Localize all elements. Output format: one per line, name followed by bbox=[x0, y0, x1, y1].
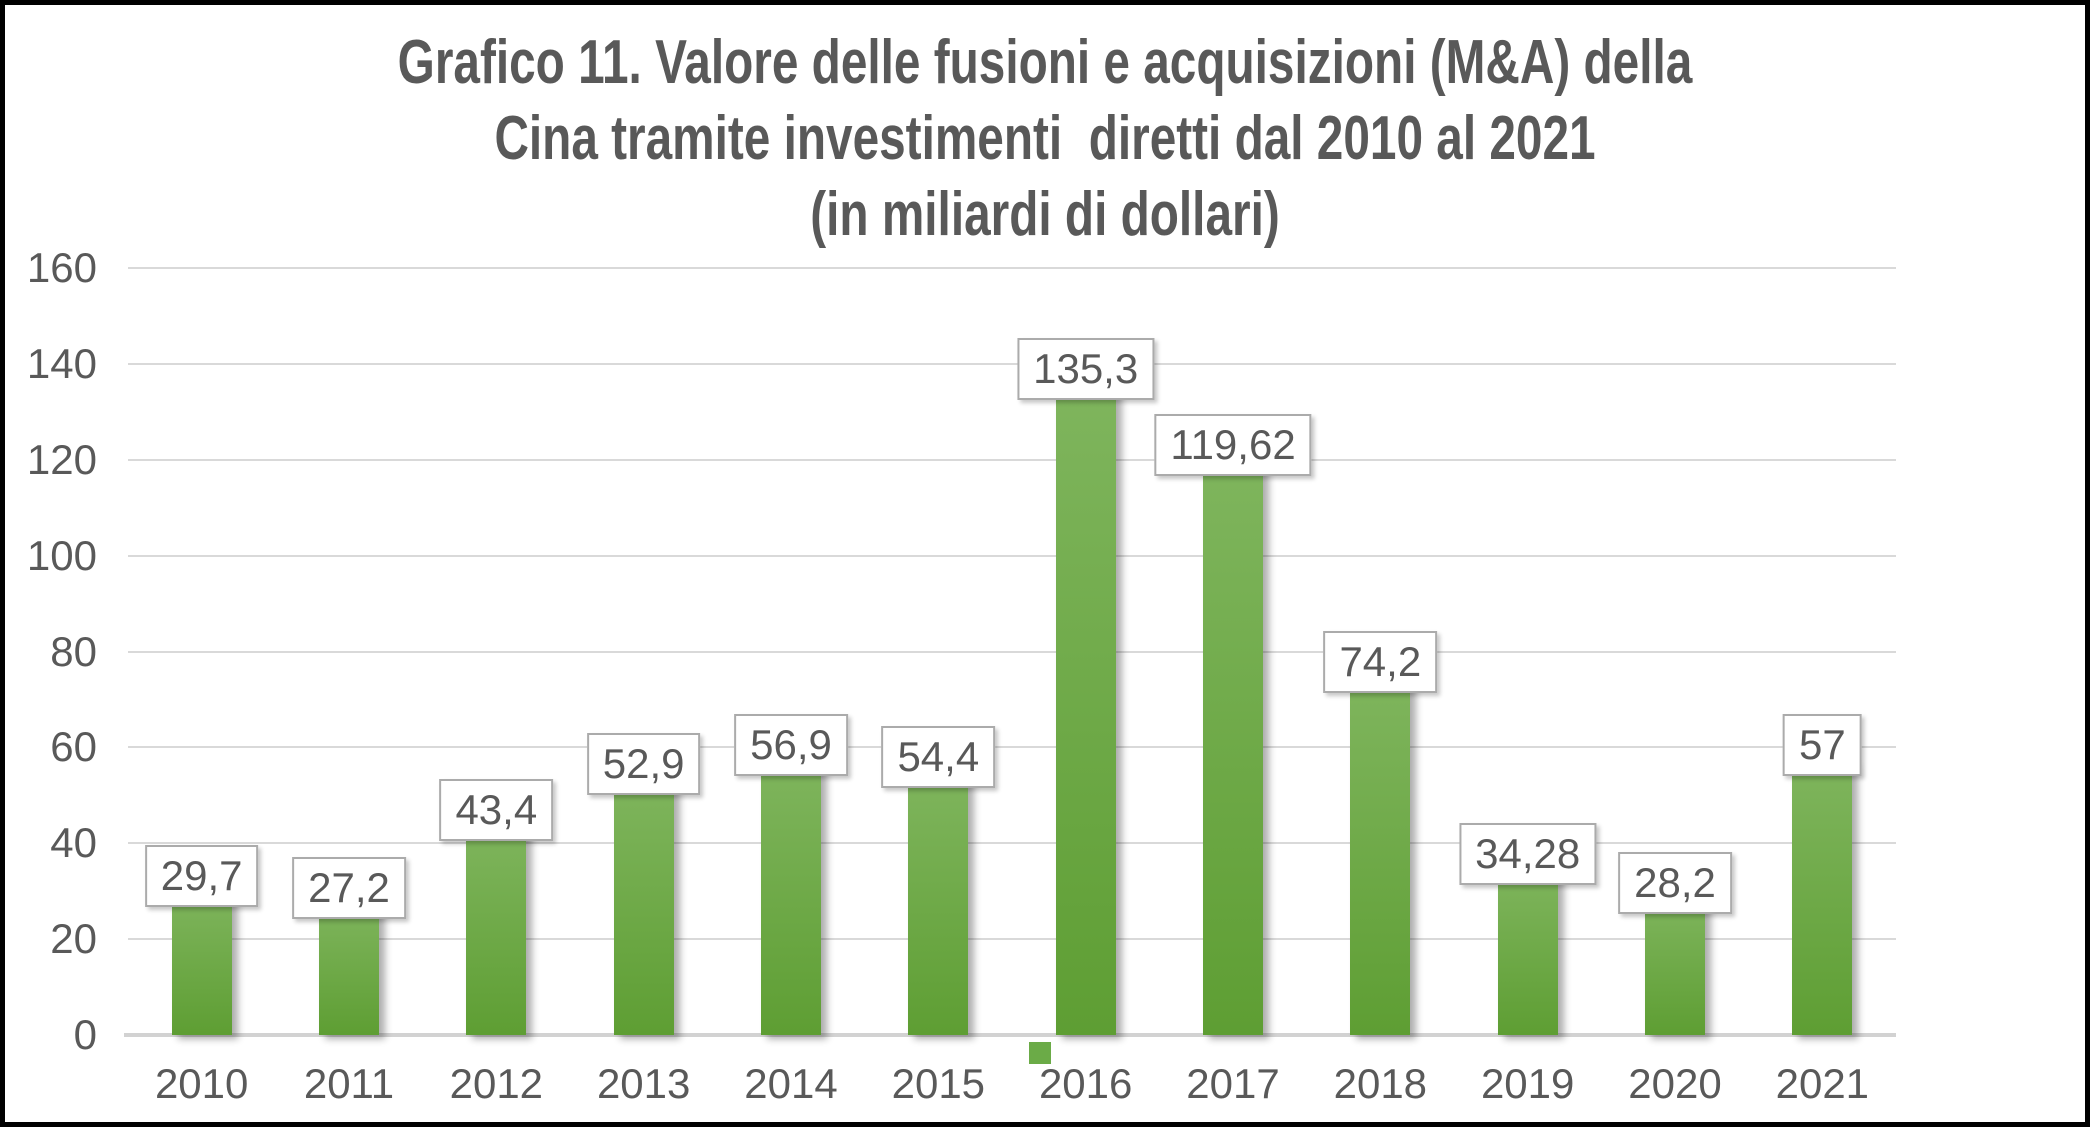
x-axis-label-2015: 2015 bbox=[891, 1060, 986, 1107]
x-axis-label-2021: 2021 bbox=[1775, 1060, 1870, 1107]
gridline-y-100 bbox=[128, 554, 1896, 557]
gridline-y-60 bbox=[128, 746, 1896, 749]
bar-value-label-2013: 52,9 bbox=[586, 733, 701, 796]
y-axis-label-0: 0 bbox=[73, 1011, 97, 1058]
bar-value-label-2021: 57 bbox=[1782, 713, 1862, 776]
x-axis-line bbox=[124, 1033, 1896, 1037]
y-axis-label-20: 20 bbox=[50, 915, 97, 963]
x-axis-label-2012: 2012 bbox=[449, 1060, 544, 1107]
x-axis-label-2019: 2019 bbox=[1480, 1060, 1575, 1107]
x-axis-label-2013: 2013 bbox=[596, 1060, 691, 1107]
x-axis-label-2017: 2017 bbox=[1186, 1060, 1280, 1107]
bar-2016 bbox=[1055, 386, 1116, 1035]
bar-value-label-2017: 119,62 bbox=[1154, 413, 1312, 476]
bar-2013 bbox=[613, 781, 674, 1035]
bar-2021 bbox=[1792, 761, 1853, 1035]
x-axis-label-2011: 2011 bbox=[303, 1060, 395, 1107]
y-axis-label-160: 160 bbox=[26, 244, 97, 291]
chart-title-line-2: Cina tramite investimenti diretti dal 20… bbox=[494, 104, 1596, 173]
bar-value-label-2014: 56,9 bbox=[734, 714, 848, 777]
y-axis-label-120: 120 bbox=[26, 435, 97, 483]
gridline-y-40 bbox=[128, 842, 1896, 845]
bar-2012 bbox=[466, 826, 527, 1035]
y-axis-label-60: 60 bbox=[50, 723, 97, 771]
gridline-y-120 bbox=[128, 458, 1896, 461]
x-axis-label-2018: 2018 bbox=[1333, 1060, 1428, 1107]
gridline-y-80 bbox=[128, 650, 1896, 653]
bar-2010 bbox=[171, 892, 232, 1035]
bar-value-label-2011: 27,2 bbox=[292, 856, 406, 919]
chart-title-line-1: Grafico 11. Valore delle fusioni e acqui… bbox=[397, 28, 1693, 97]
bar-2018 bbox=[1350, 679, 1411, 1035]
bar-value-label-2018: 74,2 bbox=[1323, 631, 1438, 694]
y-axis-label-40: 40 bbox=[50, 819, 97, 867]
bar-2014 bbox=[761, 762, 821, 1035]
bar-value-label-2010: 29,7 bbox=[144, 844, 259, 907]
bar-2020 bbox=[1645, 899, 1705, 1035]
chart-title: Grafico 11. Valore delle fusioni e acqui… bbox=[5, 25, 2085, 253]
bar-2017 bbox=[1203, 461, 1263, 1035]
bar-value-label-2019: 34,28 bbox=[1459, 822, 1597, 885]
x-axis-label-2014: 2014 bbox=[744, 1060, 838, 1107]
bar-2011 bbox=[319, 904, 379, 1035]
y-axis-label-80: 80 bbox=[50, 627, 97, 675]
bar-value-label-2016: 135,3 bbox=[1017, 338, 1155, 401]
legend-marker bbox=[1029, 1042, 1051, 1064]
x-axis-label-2010: 2010 bbox=[154, 1060, 249, 1107]
bar-value-label-2015: 54,4 bbox=[881, 726, 996, 789]
x-axis-label-2016: 2016 bbox=[1038, 1060, 1133, 1107]
x-axis-label-2020: 2020 bbox=[1628, 1060, 1722, 1107]
gridline-y-20 bbox=[128, 938, 1896, 941]
gridline-y-160 bbox=[128, 267, 1896, 269]
gridline-y-140 bbox=[128, 362, 1896, 365]
bar-value-label-2012: 43,4 bbox=[439, 778, 554, 841]
bar-2015 bbox=[908, 774, 969, 1035]
chart-title-line-3: (in miliardi di dollari) bbox=[810, 180, 1280, 249]
bar-value-label-2020: 28,2 bbox=[1618, 851, 1732, 914]
y-axis-label-100: 100 bbox=[26, 531, 97, 579]
y-axis-label-140: 140 bbox=[26, 339, 97, 387]
bar-2019 bbox=[1497, 870, 1558, 1035]
